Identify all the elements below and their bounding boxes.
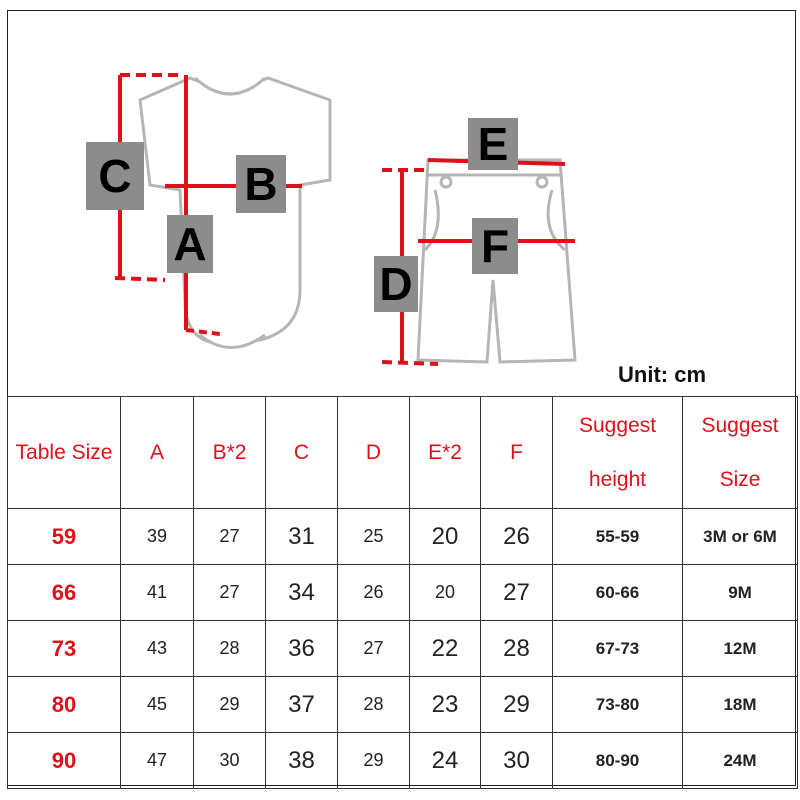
cell-c: 37 (265, 676, 338, 733)
header-line: Suggest (701, 413, 779, 437)
cell-b2: 30 (193, 732, 266, 789)
cell-b2: 28 (193, 620, 266, 677)
cell-e2: 23 (409, 676, 481, 733)
cell-d: 29 (337, 732, 410, 789)
cell-suggest-size: 3M or 6M (682, 508, 798, 565)
cell-d: 27 (337, 620, 410, 677)
header-e2: E*2 (409, 396, 481, 509)
cell-suggest-height: 55-59 (552, 508, 683, 565)
cell-e2: 20 (409, 508, 481, 565)
measurement-diagram: C B A E F D Unit: cm (0, 0, 800, 396)
table-row: 80 45 29 37 28 23 29 73-80 18M (7, 676, 798, 733)
cell-suggest-size: 18M (682, 676, 798, 733)
cell-a: 45 (120, 676, 194, 733)
header-line: Suggest (578, 413, 657, 437)
cell-b2: 27 (193, 508, 266, 565)
cell-c: 36 (265, 620, 338, 677)
cell-d: 28 (337, 676, 410, 733)
label-d: D (374, 256, 418, 312)
label-f: F (472, 218, 518, 274)
cell-suggest-height: 80-90 (552, 732, 683, 789)
header-table-size: Table Size (7, 396, 121, 509)
header-c: C (265, 396, 338, 509)
cell-f: 28 (480, 620, 553, 677)
cell-suggest-height: 73-80 (552, 676, 683, 733)
cell-a: 39 (120, 508, 194, 565)
cell-c: 34 (265, 564, 338, 621)
cell-d: 25 (337, 508, 410, 565)
cell-size: 66 (7, 564, 121, 621)
label-e: E (468, 118, 518, 170)
cell-suggest-size: 12M (682, 620, 798, 677)
table-row: 90 47 30 38 29 24 30 80-90 24M (7, 732, 798, 789)
cell-e2: 24 (409, 732, 481, 789)
header-suggest-size: Suggest Size (682, 396, 798, 509)
cell-f: 30 (480, 732, 553, 789)
cell-f: 27 (480, 564, 553, 621)
cell-size: 73 (7, 620, 121, 677)
cell-b2: 29 (193, 676, 266, 733)
header-a: A (120, 396, 194, 509)
cell-a: 43 (120, 620, 194, 677)
cell-suggest-height: 60-66 (552, 564, 683, 621)
cell-suggest-height: 67-73 (552, 620, 683, 677)
cell-b2: 27 (193, 564, 266, 621)
cell-c: 38 (265, 732, 338, 789)
header-f: F (480, 396, 553, 509)
cell-size: 59 (7, 508, 121, 565)
unit-label: Unit: cm (618, 362, 706, 387)
size-table: Table Size A B*2 C D E*2 F Suggest height… (7, 396, 798, 789)
header-line: Size (719, 467, 761, 491)
header-row: Table Size A B*2 C D E*2 F Suggest height… (7, 396, 798, 509)
cell-size: 80 (7, 676, 121, 733)
label-b: B (236, 155, 286, 213)
cell-suggest-size: 9M (682, 564, 798, 621)
cell-e2: 22 (409, 620, 481, 677)
garment-illustration (114, 73, 577, 366)
table-row: 66 41 27 34 26 20 27 60-66 9M (7, 564, 798, 621)
header-suggest-height: Suggest height (552, 396, 683, 509)
header-b2: B*2 (193, 396, 266, 509)
bodysuit-drawing (138, 76, 332, 349)
label-a: A (167, 215, 213, 273)
cell-a: 41 (120, 564, 194, 621)
label-c: C (86, 142, 144, 210)
cell-d: 26 (337, 564, 410, 621)
table-row: 59 39 27 31 25 20 26 55-59 3M or 6M (7, 508, 798, 565)
cell-f: 29 (480, 676, 553, 733)
table-row: 73 43 28 36 27 22 28 67-73 12M (7, 620, 798, 677)
cell-e2: 20 (409, 564, 481, 621)
cell-a: 47 (120, 732, 194, 789)
cell-c: 31 (265, 508, 338, 565)
cell-suggest-size: 24M (682, 732, 798, 789)
header-line: height (588, 467, 647, 491)
cell-size: 90 (7, 732, 121, 789)
cell-f: 26 (480, 508, 553, 565)
header-d: D (337, 396, 410, 509)
